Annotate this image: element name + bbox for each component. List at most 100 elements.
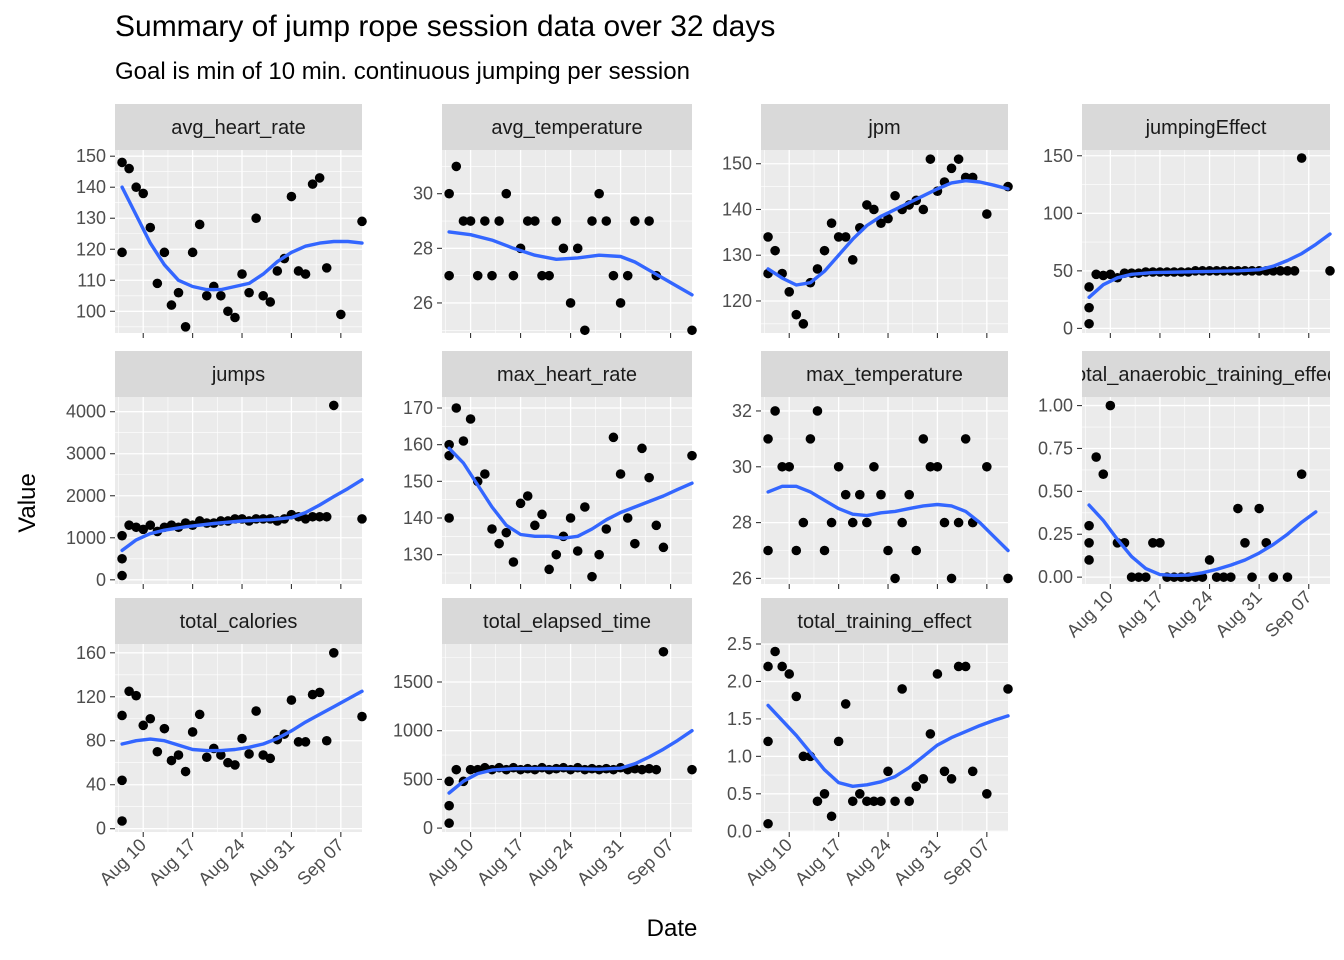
- x-axis-label: Date: [646, 915, 698, 942]
- data-point: [812, 796, 823, 807]
- data-point: [687, 764, 697, 775]
- data-point: [565, 513, 576, 523]
- y-tick-label: 0.75: [1038, 438, 1073, 458]
- data-point: [187, 727, 198, 737]
- data-point: [145, 520, 156, 530]
- x-tick-label: Aug 31: [890, 835, 944, 889]
- x-tick-label: Aug 10: [96, 835, 150, 889]
- data-point: [451, 161, 462, 172]
- data-point: [630, 216, 640, 226]
- data-point: [925, 729, 936, 739]
- x-tick-label: Aug 17: [473, 835, 527, 889]
- data-point: [216, 750, 226, 760]
- data-point: [1218, 572, 1229, 582]
- data-point: [230, 760, 240, 770]
- y-tick-label: 160: [76, 643, 106, 663]
- data-point: [1105, 269, 1116, 280]
- data-point: [982, 461, 992, 472]
- data-point: [194, 709, 205, 720]
- data-point: [622, 513, 633, 523]
- data-point: [145, 713, 156, 724]
- data-point: [791, 545, 802, 556]
- x-tick-label: Sep 07: [293, 835, 347, 889]
- y-tick-label: 0: [423, 818, 433, 838]
- data-point: [117, 553, 127, 564]
- data-point: [1133, 572, 1144, 582]
- data-point: [216, 290, 226, 301]
- data-point: [798, 319, 809, 329]
- data-point: [1140, 572, 1151, 582]
- data-point: [601, 524, 612, 534]
- facet-strip: [1082, 351, 1330, 397]
- data-point: [444, 188, 454, 199]
- y-tick-label: 170: [403, 398, 433, 418]
- data-point: [180, 766, 191, 777]
- data-point: [911, 545, 922, 556]
- y-tick-label: 120: [76, 239, 106, 259]
- data-point: [180, 321, 191, 332]
- data-point: [487, 270, 497, 281]
- data-point: [925, 461, 936, 472]
- data-point: [918, 774, 929, 784]
- data-point: [1268, 572, 1279, 582]
- data-point: [615, 469, 626, 479]
- data-point: [791, 309, 802, 320]
- data-point: [833, 461, 844, 472]
- data-point: [946, 163, 957, 174]
- data-point: [904, 489, 914, 500]
- data-point: [784, 287, 795, 297]
- data-point: [897, 517, 907, 528]
- data-point: [357, 514, 367, 524]
- data-point: [357, 711, 367, 722]
- y-tick-label: 28: [413, 238, 433, 258]
- data-point: [601, 216, 612, 226]
- data-point: [117, 816, 127, 826]
- data-point: [812, 406, 823, 416]
- data-point: [465, 216, 476, 226]
- data-point: [572, 546, 583, 556]
- x-tick-label: Aug 24: [194, 835, 248, 889]
- data-point: [265, 753, 276, 764]
- data-point: [465, 764, 476, 775]
- smooth-trend-line: [447, 446, 694, 540]
- y-tick-label: 150: [76, 146, 106, 166]
- data-point: [487, 524, 497, 534]
- data-point: [580, 502, 590, 512]
- data-point: [1261, 538, 1272, 548]
- y-tick-label: 130: [722, 245, 752, 265]
- y-tick-label: 0.25: [1038, 524, 1073, 544]
- data-point: [876, 218, 886, 228]
- facet-strip-label: jumps: [211, 364, 265, 386]
- data-point: [1282, 572, 1293, 582]
- data-point: [501, 527, 512, 538]
- facet-strip-label: total_calories: [180, 611, 298, 633]
- data-point: [522, 216, 533, 226]
- data-point: [847, 517, 858, 528]
- data-point: [300, 269, 311, 279]
- facet-strip-label: max_heart_rate: [497, 364, 637, 386]
- y-tick-label: 100: [76, 301, 106, 321]
- smooth-trend-line: [766, 484, 1010, 553]
- y-tick-label: 0: [96, 819, 106, 839]
- data-point: [644, 216, 654, 226]
- y-tick-label: 140: [76, 177, 106, 197]
- data-point: [763, 818, 773, 829]
- y-tick-label: 100: [1043, 203, 1073, 223]
- smooth-trend-line: [447, 729, 694, 795]
- y-tick-label: 4000: [66, 402, 106, 422]
- chart-subtitle: Goal is min of 10 min. continuous jumpin…: [115, 58, 690, 85]
- smooth-trend-line: [447, 230, 694, 297]
- y-tick-label: 110: [77, 270, 106, 290]
- data-point: [117, 710, 127, 721]
- y-tick-label: 120: [722, 291, 752, 311]
- data-point: [472, 270, 483, 281]
- smooth-trend-line: [120, 478, 364, 553]
- data-point: [223, 306, 233, 317]
- y-tick-label: 80: [86, 731, 106, 751]
- y-tick-label: 160: [403, 435, 433, 455]
- data-point: [444, 800, 454, 811]
- data-point: [117, 570, 127, 581]
- data-point: [615, 298, 626, 308]
